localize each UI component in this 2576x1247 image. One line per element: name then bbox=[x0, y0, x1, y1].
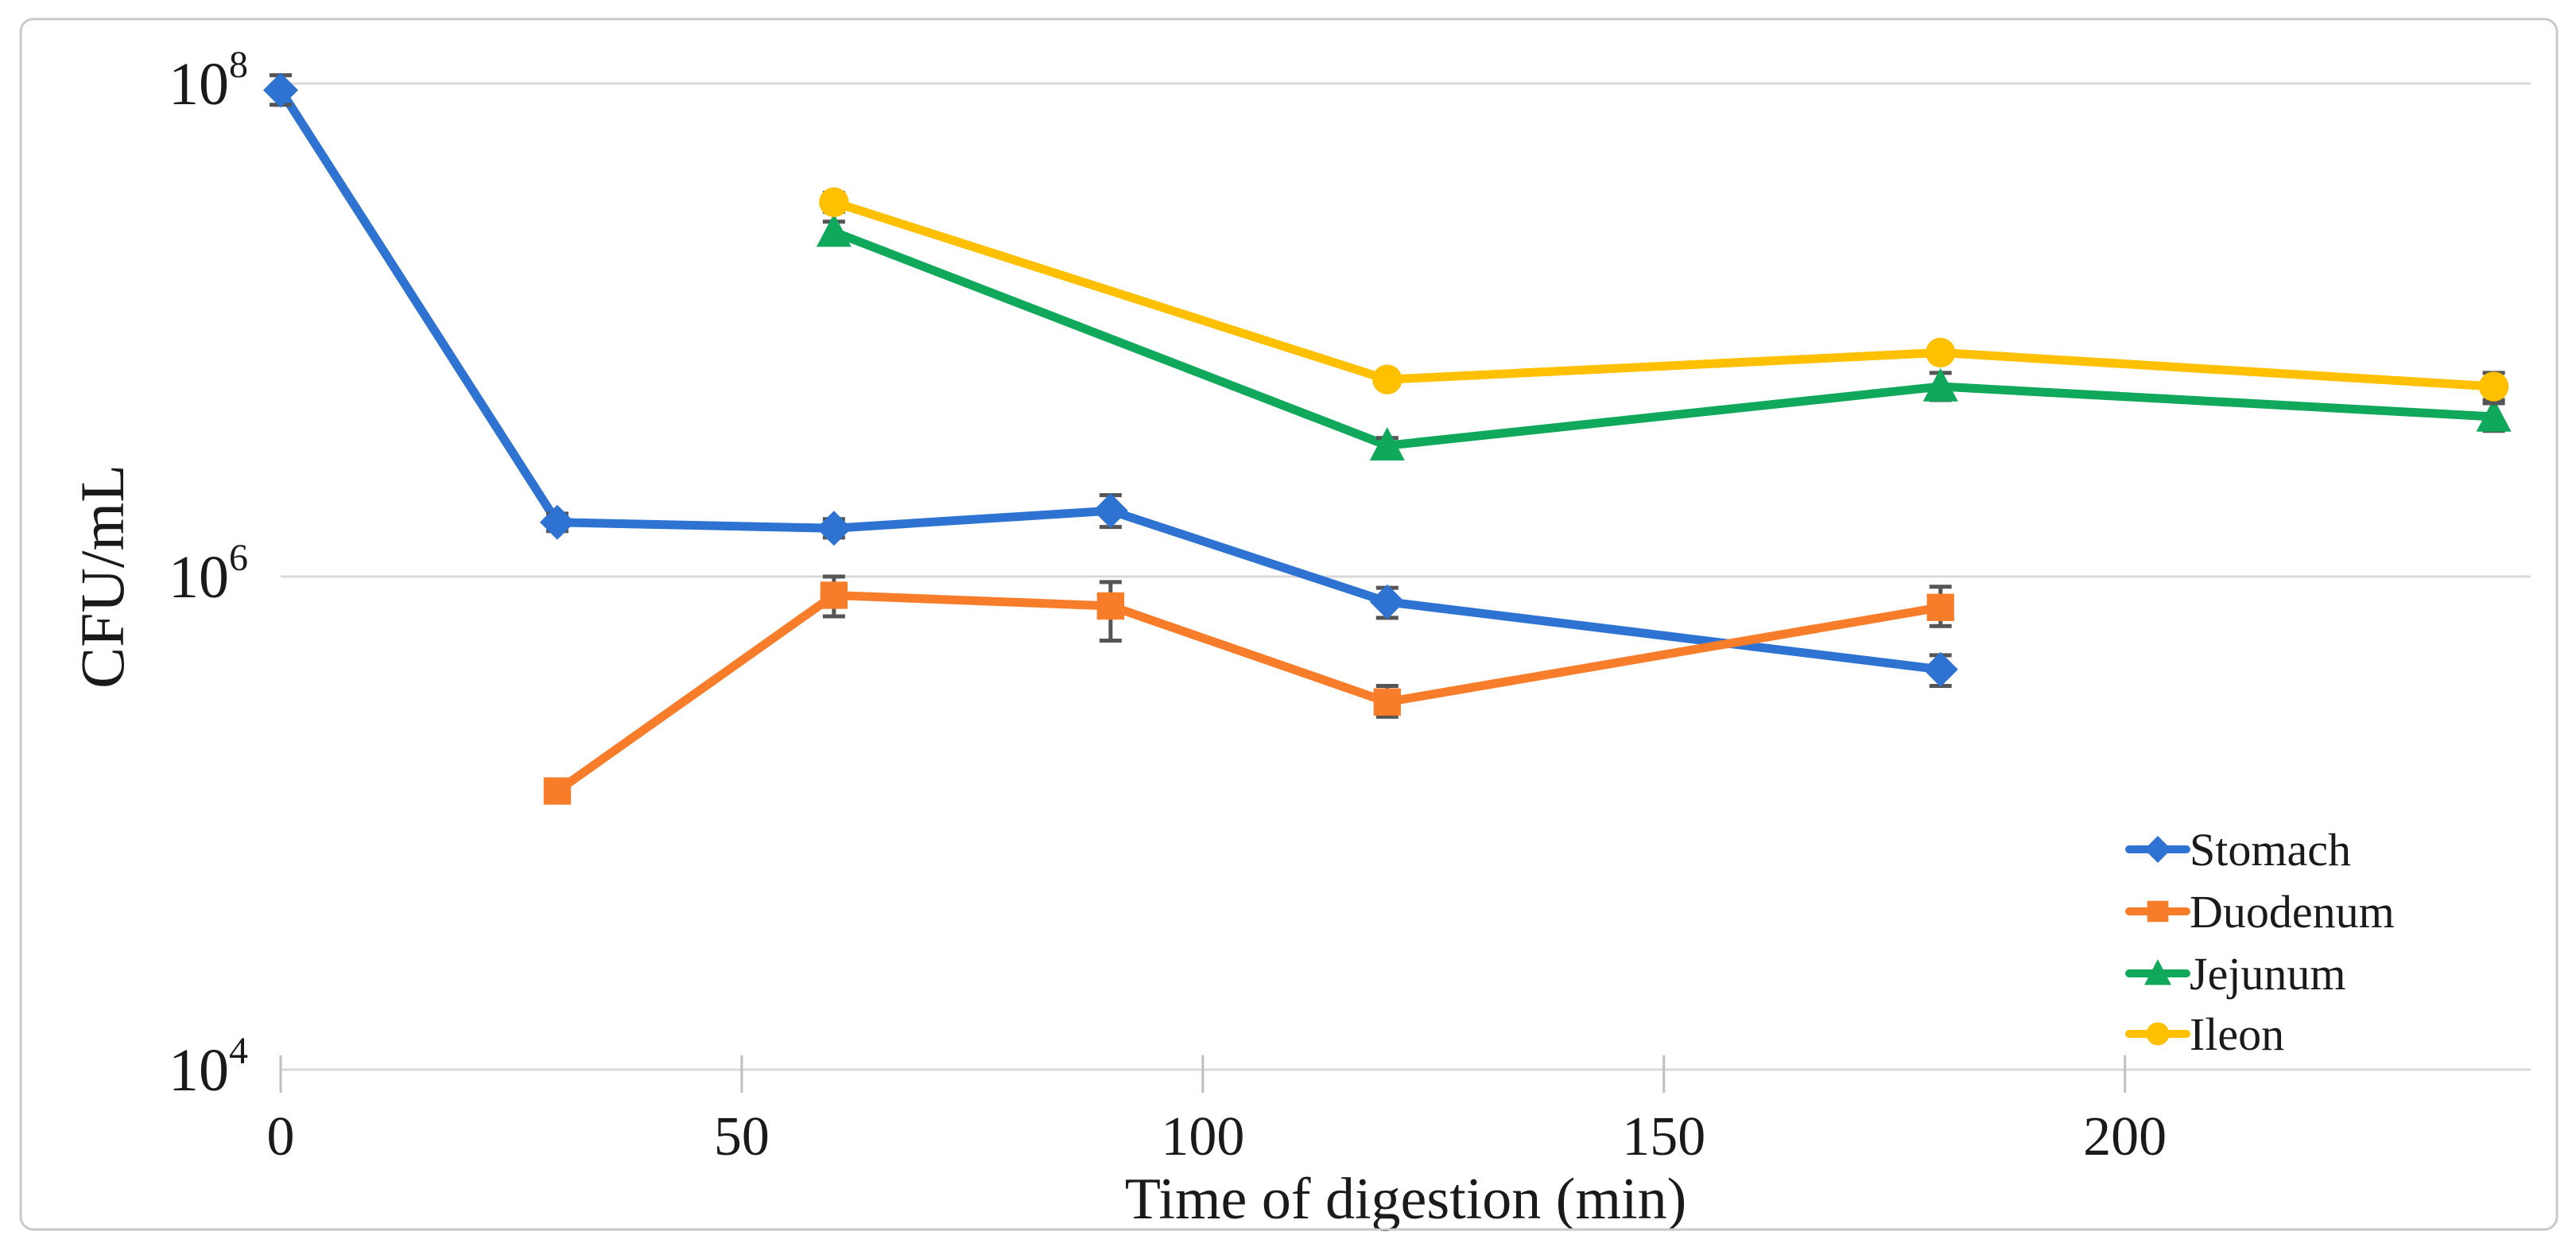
x-tick-label: 50 bbox=[714, 1106, 770, 1167]
series-jejunum-line bbox=[829, 227, 2499, 450]
legend-triangle-icon bbox=[2144, 959, 2171, 985]
series-jejunum-point-t120 bbox=[1369, 427, 1405, 460]
y-tick-label: 108 bbox=[169, 44, 248, 118]
series-duodenum-point-t60 bbox=[820, 581, 848, 609]
series-duodenum bbox=[543, 574, 1954, 805]
series-jejunum-point-t60 bbox=[816, 213, 852, 247]
series-jejunum-point-t240 bbox=[2476, 398, 2512, 432]
series-duodenum-point-t90 bbox=[1096, 592, 1125, 620]
legend-circle-icon bbox=[2146, 1022, 2170, 1046]
series-duodenum-point-t30 bbox=[543, 777, 572, 805]
series-jejunum-point-t180 bbox=[1922, 367, 1958, 402]
legend-label: Stomach bbox=[2190, 824, 2351, 876]
legend-item-stomach: Stomach bbox=[2125, 824, 2351, 876]
series-stomach-point-t0 bbox=[263, 72, 298, 108]
y-axis-title: CFU/mL bbox=[68, 464, 137, 689]
figure-border bbox=[19, 17, 2559, 1231]
series-ileon bbox=[819, 187, 2509, 406]
legend: Stomach Duodenum Jejunum Ileon bbox=[2125, 824, 2395, 1060]
series-duodenum-point-t180 bbox=[1926, 593, 1954, 621]
series-stomach bbox=[263, 72, 1958, 689]
series-stomach-point-t90 bbox=[1092, 493, 1128, 529]
legend-square-icon bbox=[2147, 900, 2169, 923]
series-duodenum-line bbox=[553, 590, 1946, 796]
series-ileon-point-t120 bbox=[1372, 364, 1402, 394]
series-stomach-point-t30 bbox=[539, 504, 575, 540]
series-stomach-point-t60 bbox=[816, 511, 852, 546]
y-tick-label: 104 bbox=[169, 1030, 248, 1104]
legend-label: Duodenum bbox=[2190, 886, 2395, 938]
series-stomach-point-t180 bbox=[1922, 651, 1958, 687]
series-ileon-point-t180 bbox=[1926, 337, 1956, 368]
series-stomach-point-t120 bbox=[1369, 584, 1405, 620]
x-tick-label: 100 bbox=[1161, 1106, 1244, 1167]
x-axis-title: Time of digestion (min) bbox=[1125, 1167, 1686, 1232]
series-ileon-point-t240 bbox=[2478, 371, 2509, 402]
series-jejunum bbox=[816, 213, 2512, 460]
series-ileon-line bbox=[829, 197, 2499, 391]
legend-item-duodenum: Duodenum bbox=[2125, 886, 2395, 938]
legend-label: Jejunum bbox=[2190, 948, 2346, 1000]
legend-diamond-icon bbox=[2144, 836, 2171, 863]
legend-item-ileon: Ileon bbox=[2125, 1008, 2284, 1060]
series-stomach-line bbox=[276, 85, 1946, 674]
y-tick-label: 106 bbox=[169, 537, 248, 611]
x-tick-label: 150 bbox=[1622, 1106, 1705, 1167]
legend-item-jejunum: Jejunum bbox=[2125, 948, 2346, 1000]
legend-label: Ileon bbox=[2190, 1008, 2284, 1060]
series-duodenum-point-t120 bbox=[1373, 688, 1401, 716]
series-ileon-point-t60 bbox=[819, 187, 849, 217]
x-tick-label: 200 bbox=[2083, 1106, 2167, 1167]
x-tick-label: 0 bbox=[267, 1106, 295, 1167]
